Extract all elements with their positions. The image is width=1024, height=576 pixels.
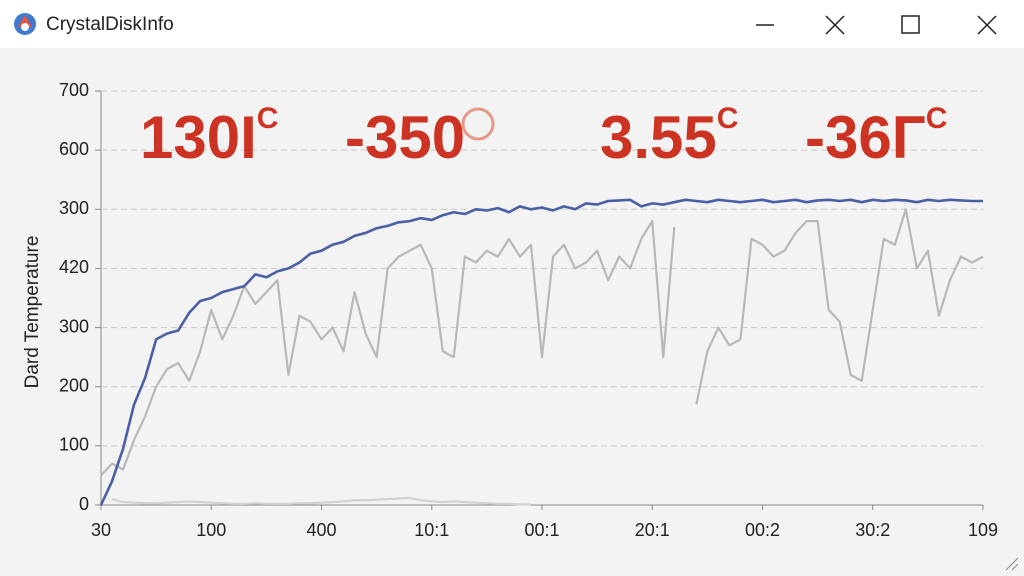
y-tick-label: 300 xyxy=(59,198,89,218)
y-tick-label: 420 xyxy=(59,257,89,277)
x-tick-label: 00:2 xyxy=(745,520,780,540)
x-tick-label: 00:1 xyxy=(524,520,559,540)
y-axis-title: Dard Temperature xyxy=(22,236,43,389)
close-button[interactable] xyxy=(977,15,997,35)
reading: 3.55C xyxy=(600,102,738,171)
reading: -36ГC xyxy=(805,102,947,171)
reading: -350 xyxy=(345,104,465,171)
reading-value: 3.55 xyxy=(600,104,717,171)
x-tick-label: 109 xyxy=(968,520,998,540)
title-bar xyxy=(0,0,1024,48)
data-line xyxy=(100,220,676,477)
y-tick-label: 700 xyxy=(59,80,89,100)
reading-value: -36Г xyxy=(805,104,926,171)
y-tick-label: 0 xyxy=(79,494,89,514)
reading-unit: C xyxy=(926,102,948,135)
readings: 130IC -350 3.55C -36ГC xyxy=(140,102,947,171)
reading-value: -350 xyxy=(345,104,465,171)
close-x[interactable] xyxy=(825,15,845,35)
window-title: CrystalDiskInfo xyxy=(46,14,174,35)
x-tick-label: 400 xyxy=(306,520,336,540)
x-tick-label: 10:1 xyxy=(414,520,449,540)
y-tick-label: 300 xyxy=(59,316,89,336)
maximize-button[interactable] xyxy=(901,15,920,34)
x-tick-label: 30 xyxy=(91,520,111,540)
y-tick-label: 100 xyxy=(59,435,89,455)
x-tick-label: 100 xyxy=(196,520,226,540)
data-line xyxy=(99,198,983,506)
app-icon xyxy=(14,13,36,35)
y-tick-label: 600 xyxy=(59,139,89,159)
x-tick-label: 20:1 xyxy=(635,520,670,540)
data-line xyxy=(111,496,531,506)
plot: 0 100 200 300 420 300 600 700 30 100 400 10:1 00:1 20… xyxy=(59,80,998,540)
reading: 130IC xyxy=(140,102,278,171)
decoration-ring xyxy=(461,107,495,141)
reading-unit: C xyxy=(717,102,739,135)
reading-value: 130I xyxy=(140,104,257,171)
y-tick-label: 200 xyxy=(59,375,89,395)
data-line xyxy=(695,208,984,405)
resize-grip xyxy=(1005,557,1019,571)
reading-unit: C xyxy=(257,102,279,135)
x-tick-label: 30:2 xyxy=(855,520,890,540)
